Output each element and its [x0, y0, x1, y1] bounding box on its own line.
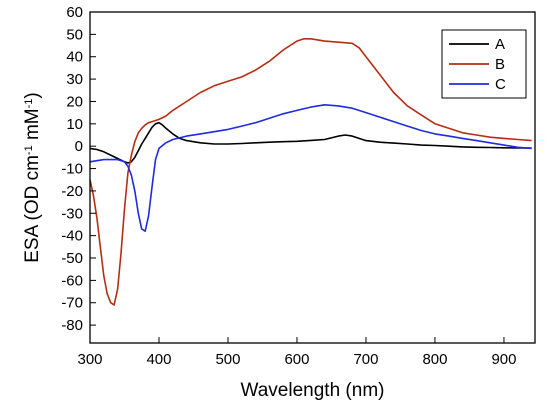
legend-label-A: A: [495, 36, 505, 53]
y-tick-label--70: -70: [61, 295, 83, 312]
x-tick-label-900: 900: [491, 351, 516, 368]
y-axis-title-main: ESA (OD cm: [22, 155, 43, 263]
x-tick-label-700: 700: [353, 351, 378, 368]
legend-label-C: C: [495, 76, 506, 93]
y-tick-label--10: -10: [61, 161, 83, 178]
series-layer: [89, 38, 532, 306]
x-axis-title: Wavelength (nm): [241, 380, 385, 401]
y-tick-label-50: 50: [66, 26, 83, 43]
y-tick-label--80: -80: [61, 317, 83, 334]
x-tick-label-600: 600: [284, 351, 309, 368]
legend: ABC: [441, 29, 527, 99]
y-tick-label--50: -50: [61, 250, 83, 267]
y-tick-label-60: 60: [66, 4, 83, 21]
x-tick-label-300: 300: [77, 351, 102, 368]
y-axis-title-end: ): [22, 92, 43, 98]
series-line-C: [89, 104, 532, 232]
y-axis-title-exp1: -1: [23, 145, 35, 155]
y-tick-label-30: 30: [66, 71, 83, 88]
plot-frame: [89, 11, 536, 344]
legend-label-B: B: [495, 56, 505, 73]
y-tick-label--40: -40: [61, 228, 83, 245]
y-tick-label-40: 40: [66, 49, 83, 66]
y-tick-label-20: 20: [66, 93, 83, 110]
y-axis-title-mid: mM: [22, 108, 43, 145]
y-tick-label-0: 0: [75, 138, 83, 155]
y-tick-label-10: 10: [66, 116, 83, 133]
series-line-B: [89, 38, 532, 306]
y-tick-label--30: -30: [61, 205, 83, 222]
x-tick-label-400: 400: [146, 351, 171, 368]
y-tick-label--20: -20: [61, 183, 83, 200]
y-axis-title-exp2: -1: [23, 99, 35, 109]
y-tick-label--60: -60: [61, 272, 83, 289]
x-tick-label-500: 500: [215, 351, 240, 368]
series-line-A: [89, 121, 532, 164]
x-tick-label-800: 800: [422, 351, 447, 368]
y-axis-title: ESA (OD cm-1 mM-1): [22, 92, 43, 263]
tick-layer: 300 400 500 600 700 800 900 60 50 40 30 20 10 0 -10 -20…: [61, 4, 516, 368]
